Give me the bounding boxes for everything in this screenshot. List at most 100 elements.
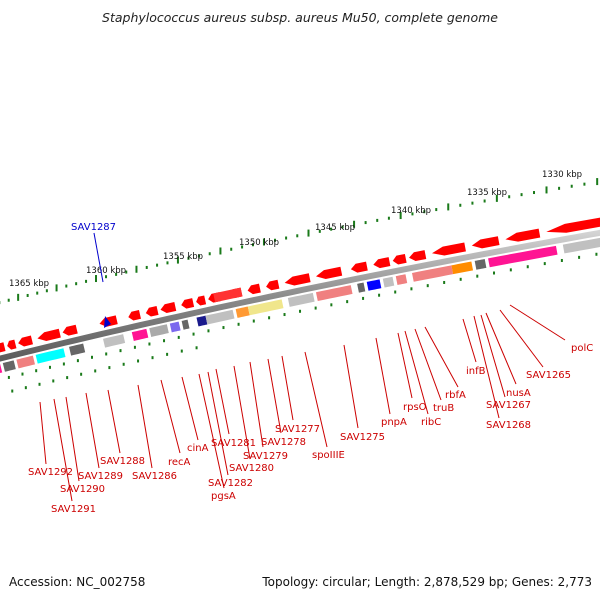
gene-label[interactable]: pgsA	[211, 491, 236, 502]
gene-label[interactable]: SAV1265	[526, 370, 571, 381]
selected-gene-marker[interactable]: SAV1287	[71, 222, 116, 328]
gene-block	[2, 360, 16, 372]
kbp-tick	[115, 272, 118, 276]
strand-tick	[560, 258, 563, 262]
strand-tick	[177, 335, 180, 339]
gene-label[interactable]: SAV1286	[132, 471, 177, 482]
strand-tick	[578, 255, 581, 259]
kbp-tick	[423, 210, 426, 214]
label-leader-lines	[39, 304, 566, 502]
gene-block	[474, 259, 487, 270]
kbp-tick	[533, 191, 536, 195]
gene-label[interactable]: SAV1290	[60, 484, 105, 495]
gene-label[interactable]: SAV1268	[486, 420, 531, 431]
kbp-tick	[376, 218, 379, 222]
strand-tick	[526, 265, 529, 269]
kbp-tick	[166, 261, 169, 265]
strand-tick	[268, 316, 271, 320]
leader-line	[181, 376, 199, 441]
strand-tick	[122, 362, 125, 366]
selected-gene-label[interactable]: SAV1287	[71, 222, 116, 233]
backbone-bar	[0, 229, 600, 362]
strand-tick	[7, 375, 10, 379]
strand-tick	[394, 290, 397, 294]
leader-line	[85, 392, 100, 469]
gene-label[interactable]: pnpA	[381, 417, 407, 428]
gene-label[interactable]: SAV1281	[211, 438, 256, 449]
kbp-tick	[459, 203, 462, 207]
gene-label[interactable]: SAV1289	[78, 471, 123, 482]
gene-label[interactable]: SAV1279	[243, 451, 288, 462]
map-title: Staphylococcus aureus subsp. aureus Mu50…	[102, 10, 498, 25]
gene-block	[366, 279, 382, 291]
gene-label[interactable]: infB	[466, 366, 486, 377]
strand-tick	[52, 379, 55, 383]
strand-tick	[21, 372, 24, 376]
kbp-tick	[208, 252, 211, 256]
leader-line	[65, 396, 80, 482]
leader-line	[53, 398, 73, 502]
gene-label[interactable]: SAV1278	[261, 437, 306, 448]
gene-arrow-reverse	[247, 283, 261, 295]
kbp-tick	[520, 193, 523, 197]
gene-arrow-reverse	[373, 257, 391, 269]
gene-block	[131, 328, 149, 341]
gene-block	[0, 363, 3, 374]
gene-label[interactable]: polC	[571, 343, 593, 354]
kbp-tick	[558, 186, 561, 190]
gene-label[interactable]: rbfA	[445, 390, 466, 401]
strand-tick	[180, 349, 183, 353]
gene-block	[181, 319, 190, 330]
strand-tick	[459, 277, 462, 281]
gene-block	[169, 321, 181, 333]
gene-label[interactable]: SAV1288	[100, 456, 145, 467]
strand-tick	[299, 309, 302, 313]
kbp-tick	[219, 247, 222, 255]
gene-label[interactable]: SAV1291	[51, 504, 96, 515]
leader-line	[499, 309, 544, 368]
strand-tick	[207, 329, 210, 333]
gene-label[interactable]: ribC	[421, 417, 441, 428]
strand-tick	[105, 352, 108, 356]
gene-label[interactable]: SAV1280	[229, 463, 274, 474]
kbp-tick	[495, 194, 498, 202]
strand-tick	[195, 346, 198, 350]
gene-arrow-reverse	[431, 242, 466, 256]
gene-block	[382, 276, 395, 288]
strand-tick	[80, 372, 83, 376]
strand-tick	[509, 268, 512, 272]
gene-label[interactable]: SAV1275	[340, 432, 385, 443]
strand-tick	[94, 369, 97, 373]
gene-label[interactable]: SAV1267	[486, 400, 531, 411]
gene-label[interactable]: recA	[168, 457, 191, 468]
gene-block	[395, 274, 408, 285]
gene-label[interactable]: truB	[433, 403, 454, 414]
kbp-tick	[296, 234, 299, 238]
strand-tick	[90, 355, 93, 359]
kbp-tick	[145, 265, 148, 269]
kbp-tick	[65, 284, 68, 288]
gene-label[interactable]: SAV1277	[275, 424, 320, 435]
leader-line	[207, 371, 229, 476]
strand-tick	[108, 366, 111, 370]
gene-label[interactable]: cinA	[187, 443, 209, 454]
gene-label[interactable]: rpsO	[403, 402, 427, 413]
strand-tick	[76, 359, 79, 363]
kbp-tick	[435, 208, 438, 212]
kbp-label: 1330 kbp	[542, 170, 582, 180]
leader-line	[137, 384, 153, 469]
gene-label[interactable]: nusA	[506, 388, 531, 399]
gene-arrow-reverse	[213, 287, 243, 303]
gene-label[interactable]: spoIIIE	[312, 450, 345, 461]
lower-tick-row	[7, 252, 598, 393]
leader-line	[404, 330, 429, 415]
gene-label[interactable]: SAV1282	[208, 478, 253, 489]
gene-block	[488, 245, 558, 268]
kbp-label: 1355 kbp	[163, 252, 203, 262]
leader-line	[249, 361, 264, 448]
gene-label[interactable]: SAV1292	[28, 467, 73, 478]
kbp-tick	[241, 245, 244, 249]
kbp-tick	[230, 247, 233, 251]
kbp-tick	[399, 212, 402, 220]
gene-block	[149, 324, 169, 337]
